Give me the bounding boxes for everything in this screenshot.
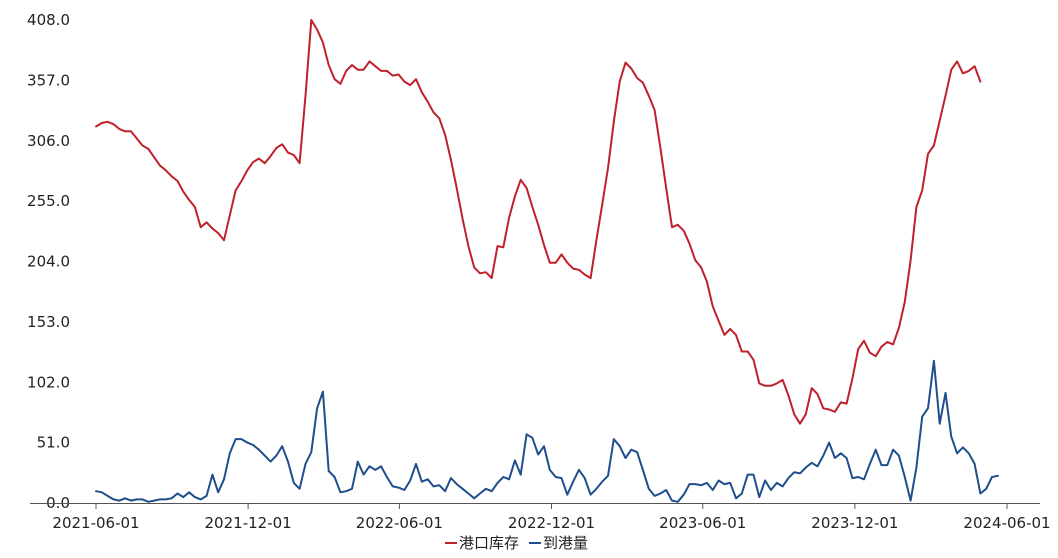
x-tick-label: 2022-12-01 bbox=[508, 514, 595, 532]
x-tick-label: 2023-06-01 bbox=[659, 514, 746, 532]
legend: 港口库存 到港量 bbox=[445, 534, 588, 552]
y-tick-label: 51.0 bbox=[37, 434, 70, 452]
x-tick-label: 2024-06-01 bbox=[963, 514, 1050, 532]
y-tick-label: 255.0 bbox=[27, 192, 70, 210]
y-tick-label: 153.0 bbox=[27, 313, 70, 331]
x-tick-label: 2021-12-01 bbox=[205, 514, 292, 532]
y-tick-label: 306.0 bbox=[27, 132, 70, 150]
x-tick-label: 2023-12-01 bbox=[811, 514, 898, 532]
series-line-0 bbox=[95, 19, 982, 425]
x-tick-label: 2021-06-01 bbox=[52, 514, 139, 532]
y-tick-label: 408.0 bbox=[27, 11, 70, 29]
legend-label-1: 到港量 bbox=[543, 534, 588, 552]
legend-label-0: 港口库存 bbox=[459, 534, 519, 552]
y-axis-ticks: 0.051.0102.0153.0204.0255.0306.0357.0408… bbox=[27, 11, 70, 512]
y-tick-label: 102.0 bbox=[27, 373, 70, 391]
series-layer bbox=[95, 19, 999, 503]
x-tick-label: 2022-06-01 bbox=[356, 514, 443, 532]
series-line-1 bbox=[95, 359, 999, 503]
y-tick-label: 204.0 bbox=[27, 253, 70, 271]
x-axis: 2021-06-01 2021-12-01 2022-06-01 2022-12-01… bbox=[30, 503, 1051, 532]
y-tick-label: 357.0 bbox=[27, 71, 70, 89]
